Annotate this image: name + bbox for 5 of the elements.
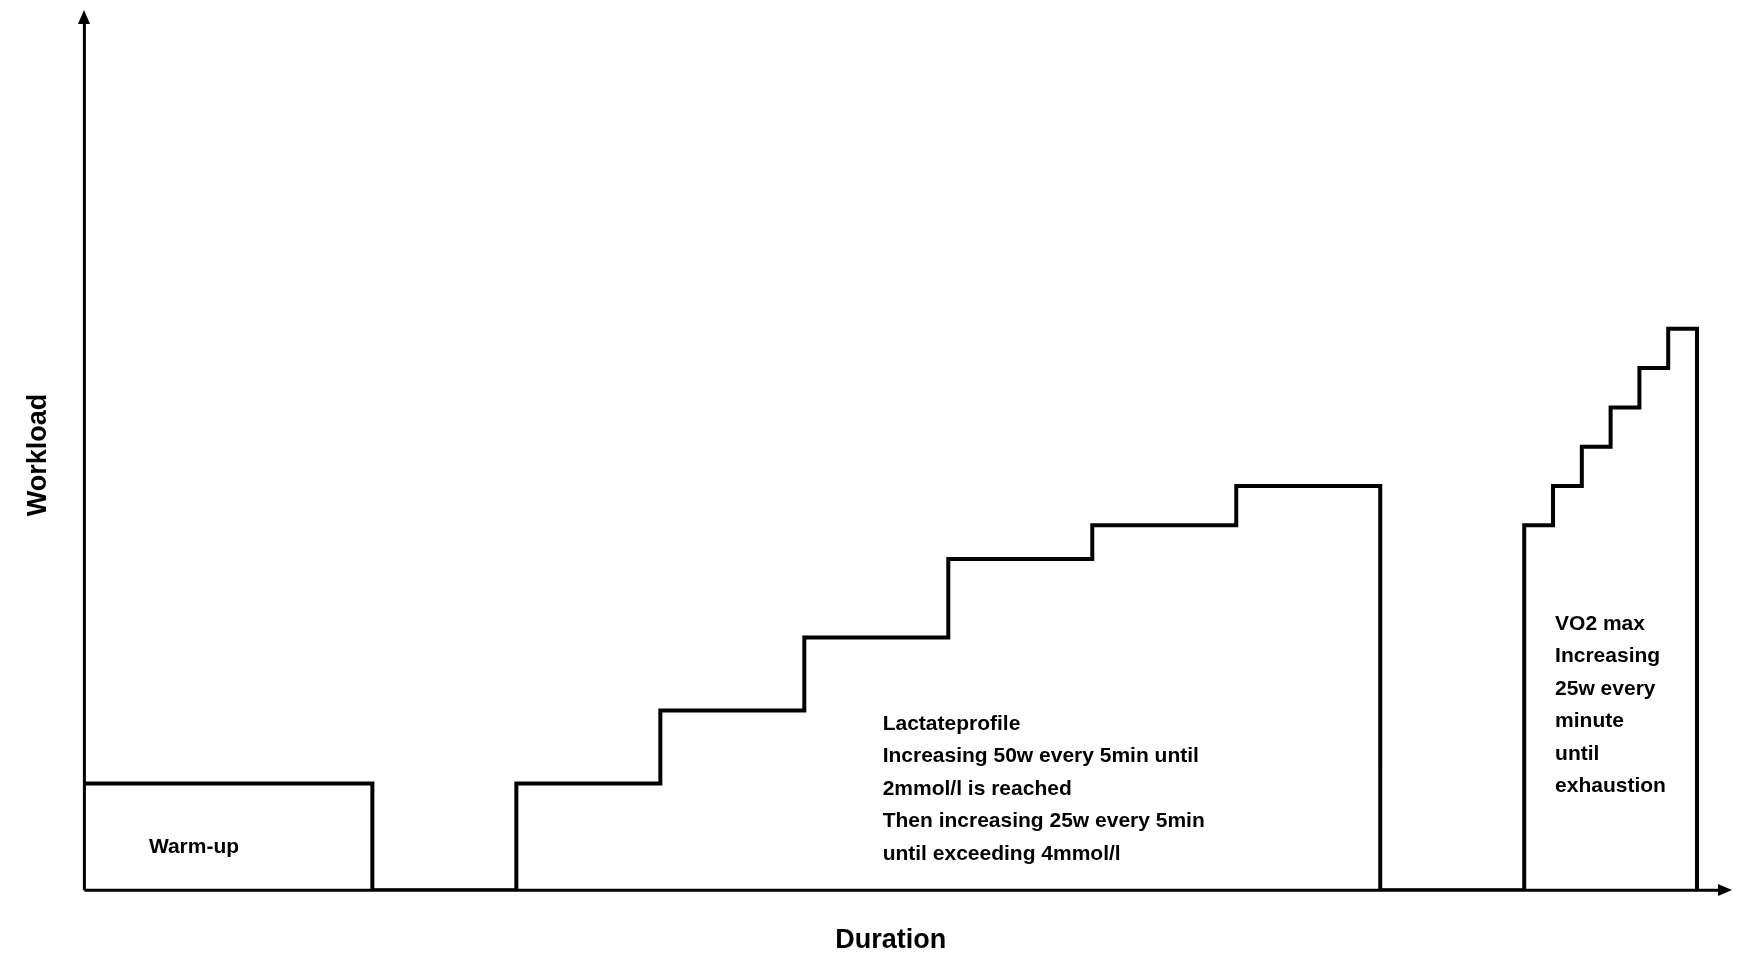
y-axis-title: Workload bbox=[21, 393, 52, 517]
x-axis-title: Duration bbox=[835, 924, 947, 955]
annotation: Warm-up bbox=[148, 833, 240, 857]
annotation: Lactateprofile Increasing 50w every 5min until 2mmol/l is reached Then increasing 25w every 5min until exceeding 4mmol/l bbox=[882, 710, 1205, 864]
annotation: VO2 max Increasing 25w every minute until exhaustion bbox=[1555, 610, 1666, 797]
